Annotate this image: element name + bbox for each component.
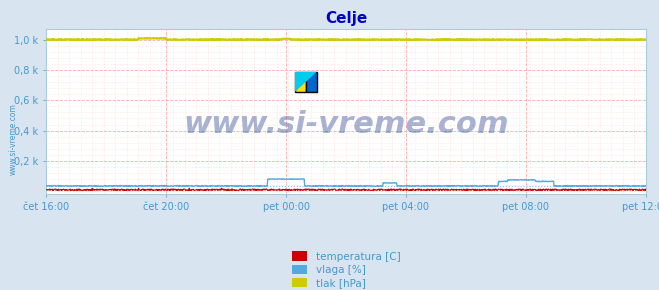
Text: www.si-vreme.com: www.si-vreme.com bbox=[9, 103, 18, 175]
Text: www.si-vreme.com: www.si-vreme.com bbox=[183, 110, 509, 139]
Legend: temperatura [C], vlaga [%], tlak [hPa]: temperatura [C], vlaga [%], tlak [hPa] bbox=[292, 251, 400, 288]
Polygon shape bbox=[295, 72, 316, 92]
Title: Celje: Celje bbox=[325, 11, 367, 26]
FancyBboxPatch shape bbox=[295, 72, 306, 92]
FancyBboxPatch shape bbox=[306, 72, 316, 92]
